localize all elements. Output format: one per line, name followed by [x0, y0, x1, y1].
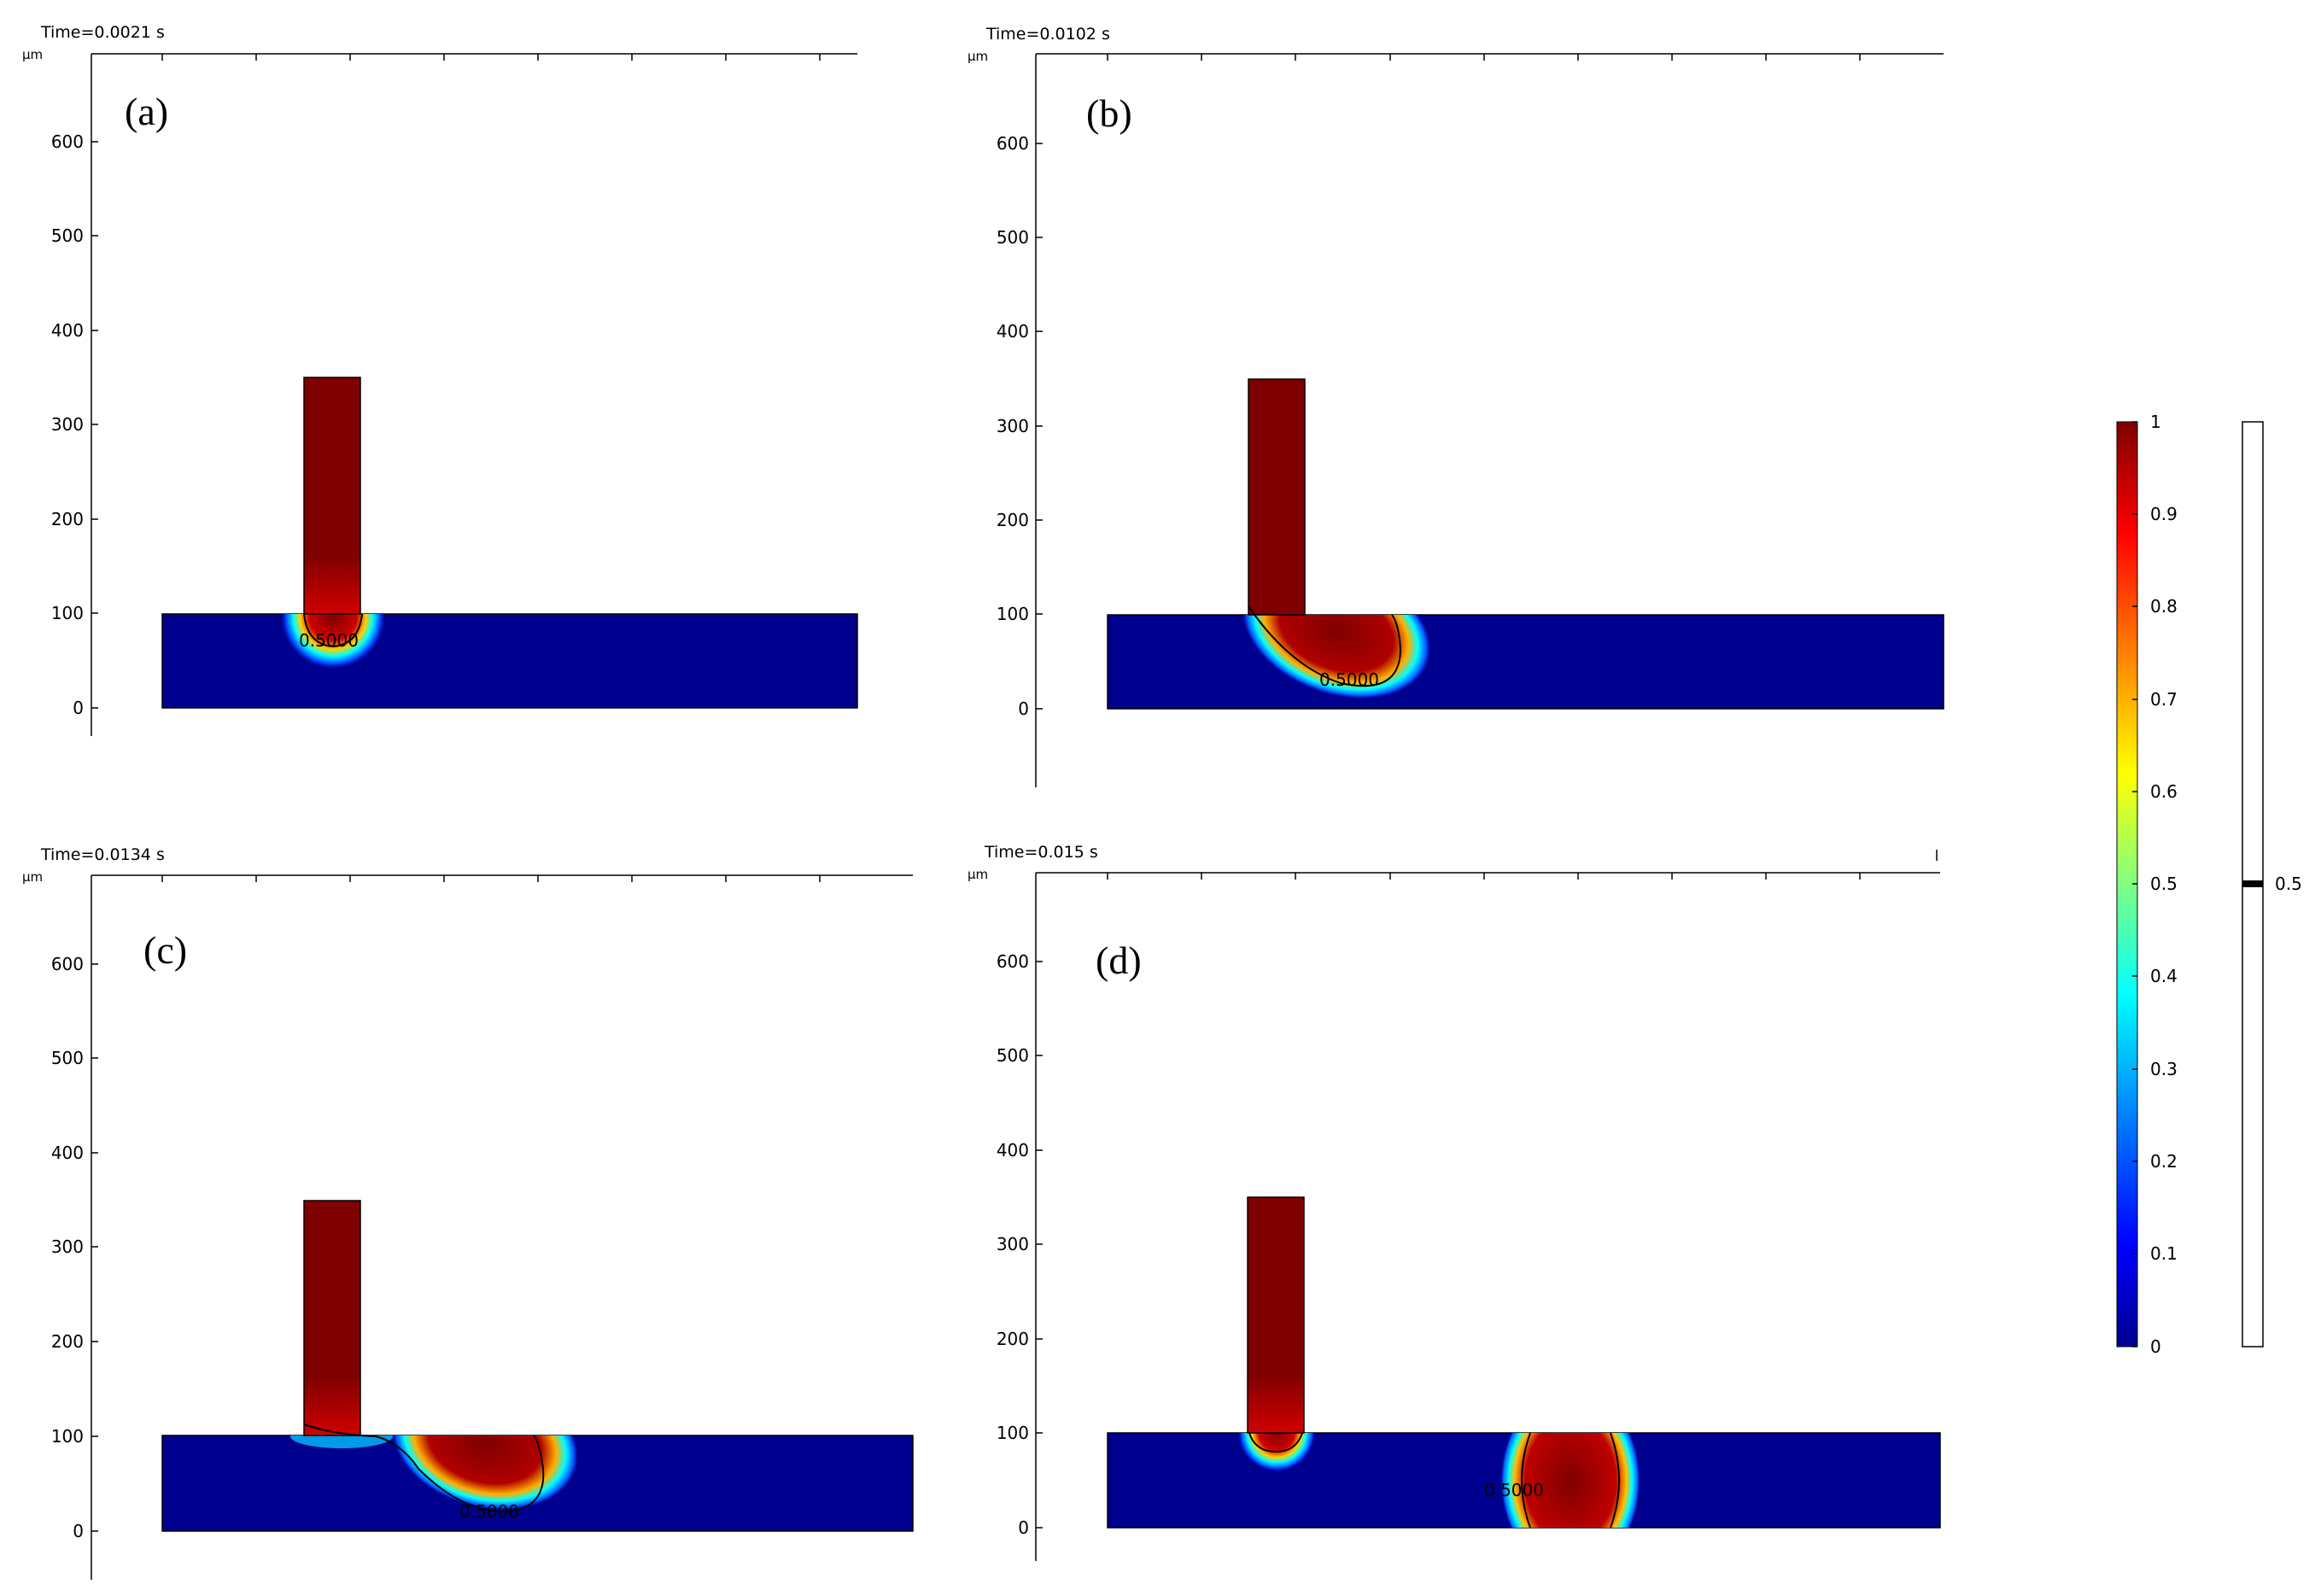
- y-tick-label: 100: [51, 1426, 84, 1447]
- y-tick-label: 0: [1018, 1517, 1029, 1538]
- panel-b-unit: µm: [968, 49, 988, 64]
- panel-c: Time=0.0134 s µm 0 100 200 300 400: [22, 845, 914, 1580]
- panel-b-pillar: [1248, 378, 1306, 616]
- colorbar-tick-label: 0.3: [2150, 1059, 2178, 1079]
- y-tick-label: 0: [73, 698, 84, 718]
- y-tick-label: 300: [997, 416, 1029, 436]
- panel-b-time: Time=0.0102 s: [985, 25, 1110, 44]
- panel-a-substrate: [161, 613, 858, 709]
- panel-c-unit: µm: [22, 869, 43, 885]
- y-tick-label: 600: [997, 133, 1029, 154]
- panel-a: Time=0.0021 s µm 0 100 200 300 400: [22, 23, 858, 736]
- colorbar-tick-label: 0.7: [2150, 689, 2178, 710]
- colorbar-tick-label: 0.9: [2150, 504, 2178, 524]
- y-tick-label: 200: [997, 1329, 1029, 1349]
- panel-c-melt-pool: [290, 1435, 579, 1511]
- y-tick-label: 300: [51, 414, 84, 435]
- y-tick-label: 100: [997, 1423, 1029, 1443]
- panel-c-y-tick-labels: 0 100 200 300 400 500 600: [51, 954, 84, 1541]
- panel-a-label: (a): [125, 90, 168, 133]
- y-tick-label: 0: [73, 1521, 84, 1541]
- y-tick-label: 400: [997, 1140, 1029, 1160]
- y-tick-label: 300: [997, 1234, 1029, 1254]
- panel-d: Time=0.015 s µm 0 100 200 3: [968, 843, 1941, 1561]
- panel-a-pillar: [303, 377, 361, 615]
- colorbar-ticks: [2132, 421, 2137, 1348]
- colorbar-tick-labels: 0 0.1 0.2 0.3 0.4 0.5 0.6 0.7 0.8 0.9 1: [2150, 412, 2178, 1357]
- panel-a-axes: [91, 53, 857, 736]
- colorbar-tick-label: 0.6: [2150, 781, 2178, 802]
- y-tick-label: 500: [997, 227, 1029, 248]
- panel-d-contour-line-right-b: [1610, 1432, 1620, 1529]
- colorbar-tick-label: 0.2: [2150, 1151, 2178, 1172]
- panel-c-axes: [91, 874, 913, 1580]
- panel-d-contour-line-right-a: [1521, 1432, 1531, 1529]
- y-tick-label: 200: [51, 509, 84, 529]
- y-tick-label: 200: [51, 1331, 84, 1352]
- panel-a-contour-line: [303, 613, 363, 648]
- panel-c-time: Time=0.0134 s: [40, 845, 165, 864]
- panel-a-time: Time=0.0021 s: [40, 23, 165, 42]
- panel-c-label: (c): [143, 928, 187, 972]
- panel-b-contour-label: 0.5000: [1319, 669, 1379, 690]
- panel-d-label: (d): [1096, 938, 1142, 982]
- y-tick-label: 400: [51, 1143, 84, 1163]
- panel-d-time: Time=0.015 s: [984, 843, 1098, 862]
- panel-b: Time=0.0102 s µm 0 100 200 300: [968, 25, 1944, 787]
- y-tick-label: 100: [997, 604, 1029, 624]
- contour-level-bar: 0.5: [2242, 421, 2302, 1348]
- panel-c-contour-label: 0.5000: [459, 1501, 519, 1522]
- colorbar-tick-label: 0.5: [2150, 874, 2178, 894]
- contour-level-marker: [2242, 880, 2263, 887]
- colorbar-tick-label: 0: [2150, 1336, 2161, 1357]
- panel-b-substrate: [1107, 614, 1944, 710]
- y-tick-label: 600: [51, 954, 84, 974]
- panel-b-y-tick-labels: 0 100 200 300 400 500 600: [997, 133, 1029, 719]
- y-tick-label: 400: [51, 320, 84, 341]
- panel-b-axes: [1035, 53, 1944, 787]
- y-tick-label: 300: [51, 1236, 84, 1257]
- panel-d-contour-line-left: [1248, 1432, 1303, 1453]
- y-tick-label: 600: [51, 132, 84, 152]
- panel-b-contour-line: [1248, 605, 1402, 687]
- colorbar-tick-label: 0.4: [2150, 966, 2178, 986]
- y-tick-label: 0: [1018, 699, 1029, 719]
- y-tick-label: 100: [51, 603, 84, 623]
- y-tick-label: 500: [51, 1048, 84, 1068]
- y-tick-label: 500: [51, 225, 84, 246]
- panel-d-unit: µm: [968, 867, 988, 882]
- colorbar-tick-label: 0.1: [2150, 1243, 2178, 1264]
- panel-d-axes: [1035, 850, 1940, 1561]
- panel-b-label: (b): [1086, 91, 1132, 135]
- panel-a-unit: µm: [22, 47, 43, 62]
- colorbar-tick-label: 1: [2150, 412, 2161, 432]
- y-tick-label: 200: [997, 510, 1029, 530]
- y-tick-label: 600: [997, 951, 1029, 972]
- panel-b-melt-pool: [1241, 615, 1432, 699]
- panel-c-pillar: [303, 1200, 361, 1436]
- colorbar-tick-label: 0.8: [2150, 596, 2178, 617]
- y-tick-label: 500: [997, 1045, 1029, 1066]
- panel-a-contour-label: 0.5000: [299, 630, 359, 651]
- colorbar: 0 0.1 0.2 0.3 0.4 0.5 0.6 0.7 0.8 0.9 1: [2116, 412, 2178, 1357]
- panel-c-contour-line: [303, 1424, 545, 1513]
- panel-d-y-tick-labels: 0 100 200 300 400 500 600: [997, 951, 1029, 1538]
- panel-d-contour-label: 0.5000: [1484, 1480, 1544, 1500]
- y-tick-label: 400: [997, 321, 1029, 342]
- panel-d-pillar: [1247, 1196, 1305, 1434]
- panel-a-y-tick-labels: 0 100 200 300 400 500 600: [51, 132, 84, 718]
- contour-level-label: 0.5: [2275, 874, 2302, 894]
